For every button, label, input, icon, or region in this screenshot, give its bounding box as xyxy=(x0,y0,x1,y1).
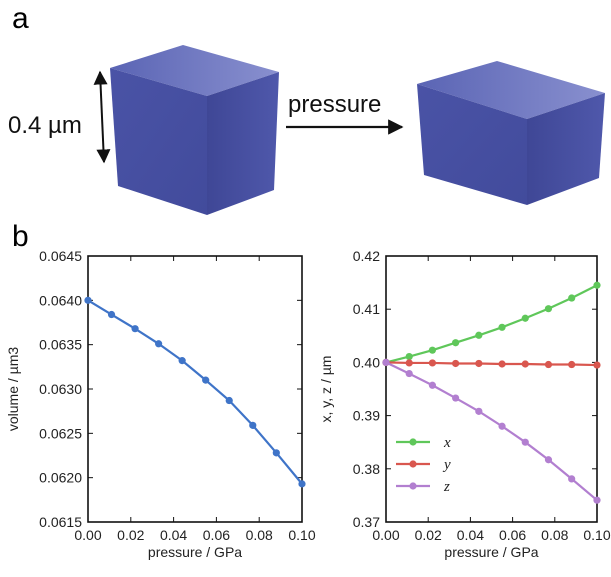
x-tick-label: 0.04 xyxy=(160,527,187,543)
y-axis-title: volume / µm3 xyxy=(5,347,21,432)
series-x-point xyxy=(498,323,506,331)
series-z-point xyxy=(568,475,576,483)
series-x-point xyxy=(405,352,413,361)
y-tick-label: 0.0620 xyxy=(39,470,82,486)
legend-label-x: x xyxy=(443,435,451,451)
series-point xyxy=(84,296,92,304)
x-tick-label: 0.02 xyxy=(117,527,144,543)
series-line xyxy=(87,299,303,485)
y-tick-label: 0.0645 xyxy=(39,248,82,264)
x-tick-label: 0.02 xyxy=(415,527,442,543)
series-x-point xyxy=(593,281,601,289)
series-z-point xyxy=(498,422,506,430)
series-point xyxy=(249,421,257,429)
x-tick-label: 0.08 xyxy=(541,527,568,543)
series-point xyxy=(202,376,210,384)
series-point xyxy=(298,480,306,488)
x-axis-title: pressure / GPa xyxy=(444,544,538,560)
x-axis-title: pressure / GPa xyxy=(148,544,242,560)
series-x-point xyxy=(428,346,437,354)
x-tick-label: 0.00 xyxy=(372,527,399,543)
series-y-point xyxy=(428,359,437,367)
y-tick-label: 0.41 xyxy=(353,301,380,317)
series-y-point xyxy=(498,360,506,368)
series-point xyxy=(225,396,233,405)
legend-label-z: z xyxy=(443,479,450,495)
x-tick-label: 0.06 xyxy=(203,527,230,543)
panel-label-b: b xyxy=(12,220,29,253)
series-z-point xyxy=(428,381,437,389)
y-tick-label: 0.39 xyxy=(353,408,380,424)
series-z-point xyxy=(544,456,553,464)
y-axis-title: x, y, z / µm xyxy=(318,356,334,423)
legend-marker-y xyxy=(409,460,417,468)
series-point xyxy=(272,449,280,457)
series-x-line xyxy=(385,284,598,364)
series-x-point xyxy=(544,305,553,313)
plot-frame xyxy=(385,255,598,523)
series-z-point xyxy=(405,369,413,378)
series-point xyxy=(131,325,139,333)
x-tick-label: 0.08 xyxy=(246,527,273,543)
series-point xyxy=(155,340,163,348)
series-z-line xyxy=(385,361,598,502)
legend-marker-x xyxy=(409,438,417,446)
y-tick-label: 0.37 xyxy=(353,514,380,530)
series-z-point xyxy=(382,358,390,366)
cube-compressed xyxy=(417,61,605,205)
cube-side-face xyxy=(527,93,605,205)
plot-frame xyxy=(87,255,303,523)
series-y-point xyxy=(452,359,460,368)
x-tick-label: 0.00 xyxy=(74,527,101,543)
y-tick-label: 0.0640 xyxy=(39,292,82,308)
dimension-arrow xyxy=(93,70,111,164)
series-y-point xyxy=(521,360,529,368)
series-x-point xyxy=(452,339,460,347)
series-point xyxy=(178,357,186,365)
series-z-point xyxy=(452,394,460,402)
x-tick-label: 0.10 xyxy=(288,527,315,543)
series-point xyxy=(107,310,116,319)
x-tick-label: 0.06 xyxy=(499,527,526,543)
y-tick-label: 0.42 xyxy=(353,248,380,264)
cube-front-face xyxy=(110,68,207,215)
legend-marker-z xyxy=(409,482,417,490)
series-x-point xyxy=(568,294,576,302)
series-z-point xyxy=(475,407,483,415)
x-tick-label: 0.10 xyxy=(583,527,610,543)
series-y-point xyxy=(544,360,553,369)
y-tick-label: 0.40 xyxy=(353,354,380,370)
series-z-point xyxy=(521,438,529,446)
series-y-point xyxy=(593,361,601,369)
series-z-point xyxy=(593,496,601,504)
series-y-line xyxy=(385,361,598,367)
dimensions-chart: 0.37 0.38 0.39 0.40 0.41 0.42 0.00 0.02 0.04 0.06… xyxy=(318,248,611,560)
cube-side-face xyxy=(207,72,279,215)
y-tick-label: 0.0615 xyxy=(39,514,82,530)
cube-uncompressed xyxy=(110,45,279,215)
series-y-point xyxy=(475,359,483,368)
cube-top-face xyxy=(417,61,605,119)
dimension-label: 0.4 µm xyxy=(8,112,82,139)
x-tick-label: 0.04 xyxy=(457,527,484,543)
cube-front-face xyxy=(417,84,527,205)
y-tick-label: 0.0635 xyxy=(39,337,82,353)
cube-top-face xyxy=(110,45,279,96)
y-tick-label: 0.0625 xyxy=(39,425,82,441)
panel-label-a: a xyxy=(12,2,29,35)
series-x-point xyxy=(475,331,483,339)
series-y-point xyxy=(405,359,413,367)
series-x-point xyxy=(521,314,529,322)
pressure-label: pressure xyxy=(288,91,381,118)
y-tick-label: 0.38 xyxy=(353,461,380,477)
y-tick-label: 0.0630 xyxy=(39,381,82,397)
series-y-point xyxy=(568,360,576,369)
legend-label-y: y xyxy=(442,457,451,473)
volume-chart: 0.0615 0.0620 0.0625 0.0630 0.0635 0.0640 0.06… xyxy=(5,248,316,560)
